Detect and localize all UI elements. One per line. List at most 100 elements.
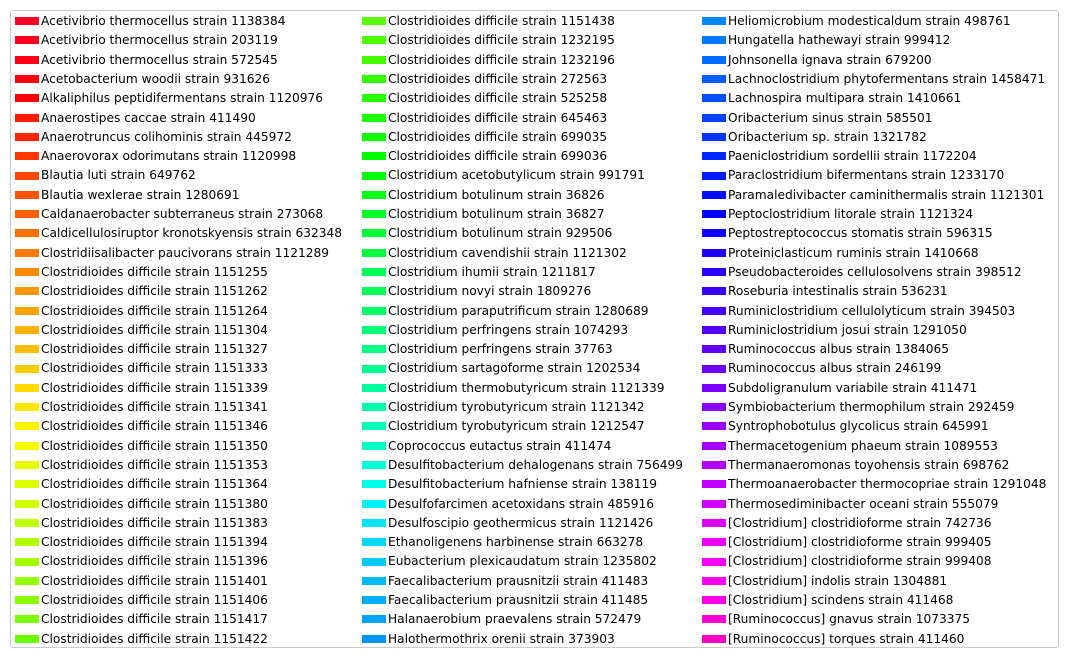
- legend-swatch: [702, 383, 726, 392]
- legend-swatch: [15, 75, 39, 84]
- legend-swatch: [15, 518, 39, 527]
- legend-swatch: [702, 210, 726, 219]
- legend-swatch: [15, 190, 39, 199]
- legend-label: Desulfitobacterium hafniense strain 1381…: [388, 477, 657, 492]
- legend-item: [Ruminococcus] gnavus strain 1073375: [702, 610, 970, 629]
- legend-item: Clostridium tyrobutyricum strain 1121342: [362, 398, 645, 417]
- legend-item: Clostridioides difficile strain 1151346: [15, 417, 268, 436]
- legend-item: Blautia luti strain 649762: [15, 166, 196, 185]
- legend-item: Clostridium tyrobutyricum strain 1212547: [362, 417, 645, 436]
- legend-item: Ethanoligenens harbinense strain 663278: [362, 533, 643, 552]
- legend-item: Blautia wexlerae strain 1280691: [15, 185, 240, 204]
- legend-swatch: [15, 306, 39, 315]
- legend-label: Clostridioides difficile strain 525258: [388, 91, 608, 106]
- legend-swatch: [362, 383, 386, 392]
- legend-swatch: [702, 268, 726, 277]
- legend-item: Alkaliphilus peptidifermentans strain 11…: [15, 89, 323, 108]
- legend-item: Symbiobacterium thermophilum strain 2924…: [702, 398, 1014, 417]
- legend-label: Acetivibrio thermocellus strain 572545: [41, 52, 278, 67]
- legend-item: Clostridioides difficile strain 1151401: [15, 571, 268, 590]
- legend-swatch: [15, 36, 39, 45]
- legend-item: Clostridiisalibacter paucivorans strain …: [15, 243, 329, 262]
- legend-label: [Clostridium] clostridioforme strain 999…: [728, 554, 992, 569]
- legend-swatch: [15, 268, 39, 277]
- legend-swatch: [15, 383, 39, 392]
- legend-swatch: [15, 325, 39, 334]
- legend-item: [Clostridium] clostridioforme strain 742…: [702, 513, 992, 532]
- legend-label: Halothermothrix orenii strain 373903: [388, 631, 615, 646]
- legend-item: Clostridium botulinum strain 929506: [362, 224, 612, 243]
- legend-item: Anaerostipes caccae strain 411490: [15, 108, 256, 127]
- legend-label: Thermosediminibacter oceani strain 55507…: [728, 496, 999, 511]
- legend-swatch: [15, 480, 39, 489]
- legend-label: Clostridium perfringens strain 1074293: [388, 322, 629, 337]
- legend-label: Clostridioides difficile strain 1151396: [41, 554, 268, 569]
- legend-item: Clostridioides difficile strain 1232195: [362, 31, 615, 50]
- legend-label: Clostridioides difficile strain 1151262: [41, 284, 268, 299]
- legend-item: Clostridioides difficile strain 1151394: [15, 533, 268, 552]
- legend-item: Desulfitobacterium dehalogenans strain 7…: [362, 455, 683, 474]
- legend-item: Clostridium sartagoforme strain 1202534: [362, 359, 640, 378]
- legend-label: Anaerostipes caccae strain 411490: [41, 110, 256, 125]
- legend-swatch: [362, 132, 386, 141]
- legend-label: Coprococcus eutactus strain 411474: [388, 438, 612, 453]
- legend-swatch: [702, 287, 726, 296]
- legend-label: Subdoligranulum variabile strain 411471: [728, 380, 978, 395]
- legend-swatch: [15, 538, 39, 547]
- legend-item: Clostridioides difficile strain 1151422: [15, 629, 268, 648]
- legend-swatch: [362, 557, 386, 566]
- legend-item: Clostridioides difficile strain 1151406: [15, 591, 268, 610]
- legend-item: Clostridioides difficile strain 272563: [362, 69, 607, 88]
- legend-item: Johnsonella ignava strain 679200: [702, 50, 932, 69]
- legend-label: Clostridioides difficile strain 1151422: [41, 631, 268, 646]
- legend-item: Clostridium thermobutyricum strain 11213…: [362, 378, 665, 397]
- legend-item: Peptostreptococcus stomatis strain 59631…: [702, 224, 993, 243]
- legend-item: Clostridioides difficile strain 1151364: [15, 475, 268, 494]
- legend-swatch: [362, 75, 386, 84]
- legend-swatch: [702, 55, 726, 64]
- legend-item: Syntrophobotulus glycolicus strain 64599…: [702, 417, 989, 436]
- legend-item: Ruminiclostridium josui strain 1291050: [702, 320, 967, 339]
- legend-item: Thermacetogenium phaeum strain 1089553: [702, 436, 998, 455]
- legend-label: Clostridioides difficile strain 1151341: [41, 400, 268, 415]
- legend-item: Clostridium paraputrificum strain 128068…: [362, 301, 649, 320]
- legend-item: [Clostridium] clostridioforme strain 999…: [702, 552, 992, 571]
- legend-label: [Clostridium] clostridioforme strain 999…: [728, 535, 992, 550]
- legend-label: Clostridioides difficile strain 1151304: [41, 322, 268, 337]
- legend-label: Clostridium botulinum strain 36827: [388, 207, 605, 222]
- legend-swatch: [702, 480, 726, 489]
- legend-swatch: [15, 461, 39, 470]
- legend-label: Acetobacterium woodii strain 931626: [41, 71, 270, 86]
- legend-label: [Clostridium] indolis strain 1304881: [728, 573, 948, 588]
- legend-item: Anaerotruncus colihominis strain 445972: [15, 127, 292, 146]
- legend-item: [Ruminococcus] torques strain 411460: [702, 629, 964, 648]
- legend-label: Clostridioides difficile strain 1151346: [41, 419, 268, 434]
- legend-swatch: [362, 171, 386, 180]
- legend-label: Desulfoscipio geothermicus strain 112142…: [388, 515, 654, 530]
- legend-item: Coprococcus eutactus strain 411474: [362, 436, 611, 455]
- legend-swatch: [15, 132, 39, 141]
- legend-label: Oribacterium sp. strain 1321782: [728, 129, 927, 144]
- legend-item: Clostridium perfringens strain 37763: [362, 340, 613, 359]
- legend-swatch: [15, 422, 39, 431]
- legend-swatch: [702, 461, 726, 470]
- legend-label: Clostridioides difficile strain 1151364: [41, 477, 268, 492]
- legend-swatch: [702, 171, 726, 180]
- legend-swatch: [702, 518, 726, 527]
- legend-label: Anaerovorax odorimutans strain 1120998: [41, 149, 297, 164]
- legend-item: Clostridioides difficile strain 1151264: [15, 301, 268, 320]
- legend-swatch: [702, 248, 726, 257]
- legend-label: Eubacterium plexicaudatum strain 1235802: [388, 554, 657, 569]
- legend-swatch: [15, 55, 39, 64]
- legend-label: Clostridium thermobutyricum strain 11213…: [388, 380, 665, 395]
- legend-swatch: [15, 94, 39, 103]
- legend-label: [Ruminococcus] gnavus strain 1073375: [728, 612, 971, 627]
- legend-label: Blautia luti strain 649762: [41, 168, 196, 183]
- legend-swatch: [15, 152, 39, 161]
- legend-swatch: [362, 229, 386, 238]
- legend-label: Caldicellulosiruptor kronotskyensis stra…: [41, 226, 343, 241]
- legend-swatch: [362, 55, 386, 64]
- legend-item: Thermoanaerobacter thermocopriae strain …: [702, 475, 1046, 494]
- legend-item: Clostridioides difficile strain 1151396: [15, 552, 268, 571]
- legend-label: Ruminiclostridium josui strain 1291050: [728, 322, 967, 337]
